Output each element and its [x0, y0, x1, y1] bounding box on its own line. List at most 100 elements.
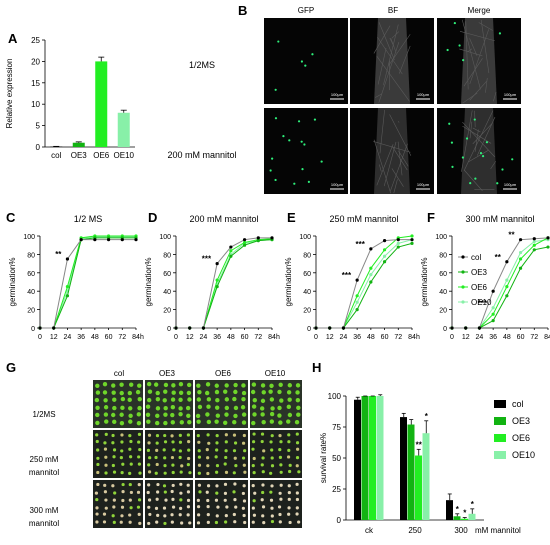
seedling [120, 521, 123, 524]
panel-label-g: G [6, 360, 16, 375]
seedling [138, 448, 141, 451]
scale-label: 100μm [331, 92, 344, 97]
seedling [147, 449, 150, 452]
E-point-OE10 [383, 255, 386, 258]
h-legend-col: col [512, 399, 524, 409]
C-ytick-label: 20 [27, 308, 35, 315]
seedling [289, 464, 292, 467]
seedling [262, 390, 266, 394]
seedling [121, 463, 124, 466]
seedling [277, 413, 281, 417]
seedling [241, 397, 245, 401]
plate-col-oe10: OE10 [265, 369, 286, 378]
D-point-OE6 [216, 279, 219, 282]
seedling [252, 440, 255, 443]
a-ytick-label: 0 [36, 143, 41, 152]
seedling [113, 521, 116, 524]
seedling [147, 382, 151, 386]
seedling [95, 520, 98, 523]
seedling [214, 419, 218, 423]
plate-1-2 [195, 430, 248, 478]
D-point-OE3 [243, 244, 246, 247]
seedling [198, 449, 201, 452]
D-point-col [243, 238, 246, 241]
seedling [112, 455, 115, 458]
seedling [137, 440, 140, 443]
h-legend-OE6: OE6 [512, 433, 530, 443]
h-sig: * [471, 500, 475, 509]
F-xtick-label: 72 [530, 334, 538, 341]
E-ytick-label: 100 [299, 234, 311, 241]
gfp-signal-dot [462, 59, 464, 61]
C-point-col [93, 238, 96, 241]
E-point-OE10 [397, 242, 400, 245]
seedling [113, 498, 116, 501]
seedling [252, 432, 255, 435]
h-xunit: mM mannitol [475, 526, 521, 535]
F-legend-OE10: OE10 [471, 298, 492, 307]
seedling [187, 490, 190, 493]
F-legend-OE6: OE6 [471, 283, 488, 292]
F-xtick-label: 24 [476, 334, 484, 341]
scale-label: 100μm [417, 182, 430, 187]
h-ytick-label: 25 [332, 485, 341, 494]
plate-col-oe3: OE3 [159, 369, 176, 378]
D-xtick-label: 36 [213, 334, 221, 341]
micro-col-gfp: GFP [298, 6, 314, 15]
seedling [119, 382, 123, 386]
F-point-col [519, 238, 522, 241]
seedling [261, 491, 264, 494]
F-point-OE6 [505, 285, 508, 288]
seedling [137, 412, 141, 416]
F-title: 300 mM mannitol [465, 214, 534, 224]
seedling [243, 471, 246, 474]
seedling [241, 383, 245, 387]
seedling [164, 499, 167, 502]
seedling [187, 457, 190, 460]
a-xtick-label: OE10 [114, 151, 135, 160]
seedling [119, 413, 123, 417]
seedling [180, 420, 184, 424]
seedling [163, 456, 166, 459]
seedling [137, 491, 140, 494]
seedling [280, 484, 283, 487]
E-xtick-label: 48 [367, 334, 375, 341]
seedling [216, 434, 219, 437]
F-point-OE10 [533, 240, 536, 243]
C-xtick-label: 84 [132, 334, 140, 341]
seedling [105, 507, 108, 510]
gfp-signal-dot [511, 158, 513, 160]
seedling [103, 441, 106, 444]
seedling [215, 492, 218, 495]
h-legend-swatch [494, 417, 506, 425]
seedling [296, 448, 299, 451]
seedling [172, 448, 175, 451]
E-ytick-label: 0 [307, 326, 311, 333]
seedling [233, 390, 237, 394]
seedling [154, 456, 157, 459]
seedling [287, 433, 290, 436]
seedling [112, 398, 116, 402]
gfp-signal-dot [482, 155, 484, 157]
seedling [270, 448, 273, 451]
seedling [278, 383, 282, 387]
C-xunit: h [140, 334, 144, 341]
seedling [198, 464, 201, 467]
E-point-col [410, 238, 413, 241]
gfp-signal-dot [282, 135, 284, 137]
h-bar-OE6 [369, 396, 376, 520]
seedling [288, 484, 291, 487]
seedling [104, 490, 107, 493]
E-ytick-label: 40 [303, 289, 311, 296]
F-legend-col: col [471, 253, 481, 262]
seedling [223, 389, 227, 393]
C-xtick-label: 60 [105, 334, 113, 341]
gfp-signal-dot [451, 166, 453, 168]
D-point-col [202, 326, 205, 329]
seedling [279, 498, 282, 501]
seedling [279, 456, 282, 459]
C-point-OE6 [66, 285, 69, 288]
seedling [105, 433, 108, 436]
h-sig: ** [416, 440, 423, 449]
seedling [261, 432, 264, 435]
